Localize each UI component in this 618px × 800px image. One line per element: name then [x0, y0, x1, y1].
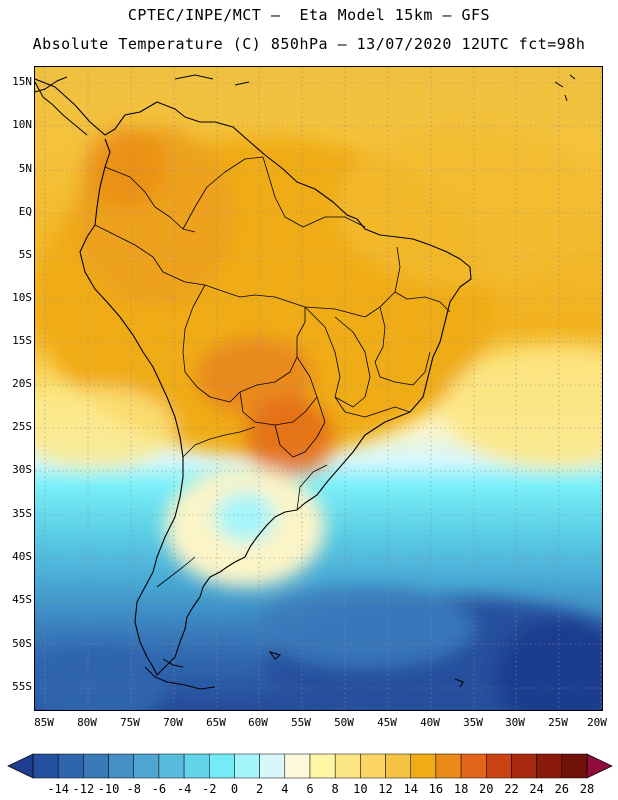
colorbar-label: 0 — [230, 782, 239, 796]
colorbar-label: 20 — [479, 782, 494, 796]
lon-label: 65W — [206, 716, 226, 729]
lat-label: 20S — [12, 377, 32, 390]
colorbar-label: -4 — [176, 782, 192, 796]
colorbar-cell — [133, 753, 160, 779]
colorbar-cell — [57, 753, 84, 779]
colorbar-label: 18 — [453, 782, 469, 796]
southern-islands — [144, 651, 464, 690]
title-line-1: CPTEC/INPE/MCT – Eta Model 15km – GFS — [127, 6, 491, 24]
country-borders — [94, 156, 451, 588]
colorbar-left-arrow — [7, 753, 34, 779]
colorbar-label: 28 — [579, 782, 595, 796]
lat-label: 10S — [12, 291, 32, 304]
colorbar-cell — [360, 753, 386, 779]
colorbar-cell — [209, 753, 235, 779]
colorbar-right-arrow — [586, 753, 613, 779]
colorbar-label: 24 — [529, 782, 544, 796]
colorbar-cell — [486, 753, 512, 779]
lon-label: 55W — [291, 716, 311, 729]
colorbar-label: 8 — [331, 782, 339, 796]
colorbar-cell — [385, 753, 411, 779]
colorbar-cell — [561, 753, 588, 779]
lat-label: 5N — [18, 162, 32, 175]
lon-label: 85W — [34, 716, 54, 729]
grid-lines — [35, 67, 602, 710]
colorbar-label: 6 — [306, 782, 314, 796]
lon-label: 70W — [163, 716, 183, 729]
colorbar-label: -8 — [126, 782, 141, 796]
lon-label: 40W — [420, 716, 440, 729]
colorbar-label: 10 — [353, 782, 368, 796]
colorbar-cell — [234, 753, 260, 779]
lat-label: 5S — [18, 248, 32, 261]
colorbar-label: -10 — [97, 782, 120, 796]
colorbar-cell — [108, 753, 134, 779]
lat-label: 45S — [12, 593, 32, 606]
colorbar-label: -14 — [47, 782, 70, 796]
lat-label: 40S — [12, 550, 32, 563]
colorbar-cell — [334, 753, 361, 779]
lon-label: 35W — [463, 716, 483, 729]
title-line-2: Absolute Temperature (C) 850hPa – 13/07/… — [32, 35, 586, 53]
colorbar-cell — [536, 753, 563, 779]
colorbar-label: 2 — [256, 782, 264, 796]
colorbar-label: 14 — [403, 782, 418, 796]
lon-label: 30W — [505, 716, 525, 729]
colorbar-label: -2 — [202, 782, 217, 796]
lon-label: 60W — [248, 716, 268, 729]
lon-label: 45W — [377, 716, 397, 729]
lat-label: 10N — [12, 118, 32, 131]
colorbar-label: -6 — [151, 782, 167, 796]
lat-label: 55S — [12, 680, 32, 693]
lat-label: 15S — [12, 334, 32, 347]
colorbar-label: 12 — [378, 782, 393, 796]
colorbar-label: 4 — [281, 782, 289, 796]
colorbar-cell — [158, 753, 185, 779]
colorbar-cell — [309, 753, 336, 779]
caribbean-islands — [174, 74, 576, 102]
lon-label: 20W — [587, 716, 607, 729]
map-svg — [35, 67, 602, 710]
lon-label: 75W — [120, 716, 140, 729]
colorbar-label: 22 — [504, 782, 519, 796]
colorbar-label: -12 — [72, 782, 95, 796]
colorbar-cell — [511, 753, 537, 779]
central-america-coastline — [35, 76, 88, 136]
lon-label: 50W — [334, 716, 354, 729]
lat-label: 15N — [12, 75, 32, 88]
colorbar — [7, 753, 613, 779]
lat-label: 50S — [12, 637, 32, 650]
colorbar-cell — [410, 753, 437, 779]
colorbar-cell — [435, 753, 462, 779]
colorbar-cell — [460, 753, 487, 779]
lat-label: 25S — [12, 420, 32, 433]
temperature-map — [34, 66, 603, 711]
lon-label: 80W — [77, 716, 97, 729]
colorbar-label: 16 — [428, 782, 444, 796]
south-america-coastline — [35, 78, 472, 676]
colorbar-cell — [183, 753, 210, 779]
colorbar-cell — [32, 753, 59, 779]
lon-label: 25W — [548, 716, 568, 729]
colorbar-cell — [284, 753, 311, 779]
lat-label: 30S — [12, 463, 32, 476]
lat-label: 35S — [12, 507, 32, 520]
colorbar-cell — [83, 753, 109, 779]
colorbar-label: 26 — [554, 782, 570, 796]
colorbar-cell — [259, 753, 286, 779]
lat-label: EQ — [18, 205, 32, 218]
